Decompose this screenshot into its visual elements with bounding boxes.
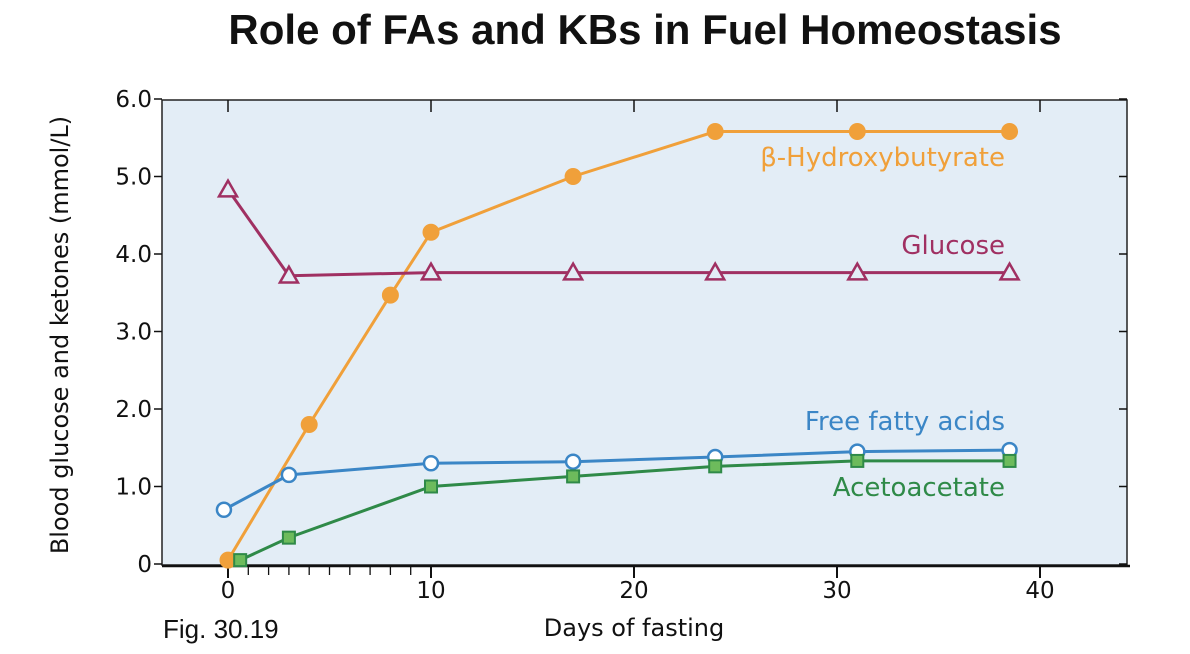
series-label-glucose: Glucose (901, 231, 1005, 261)
x-tick-label: 10 (416, 578, 445, 604)
data-point-acetoacetate (566, 469, 581, 484)
series-layer (215, 123, 1021, 569)
y-tick-label: 6.0 (115, 87, 152, 113)
data-point-glucose (561, 261, 585, 281)
data-point-hydroxybutyrate (848, 123, 866, 141)
plot-area (161, 99, 1128, 566)
data-point-hydroxybutyrate (564, 168, 582, 185)
y-tick-label: 3.0 (115, 320, 152, 346)
y-tick-label: 0 (137, 552, 152, 578)
data-point-free-fatty-acids (564, 453, 582, 470)
series-line-hydroxybutyrate (226, 130, 1010, 561)
data-point-acetoacetate (708, 459, 723, 474)
y-tick-label: 4.0 (115, 242, 152, 268)
data-point-glucose (998, 261, 1021, 281)
data-point-glucose (419, 261, 443, 281)
data-point-glucose (704, 261, 727, 281)
data-point-acetoacetate (424, 479, 438, 494)
axes: 0 1.0 2.0 3.0 4.0 5.0 6.0 0 10 20 30 40 (115, 87, 1130, 604)
x-tick-label: 30 (822, 578, 851, 604)
chart-title: Role of FAs and KBs in Fuel Homeostasis (228, 6, 1062, 53)
series-label-hydroxybutyrate: β-Hydroxybutyrate (760, 143, 1005, 173)
data-point-hydroxybutyrate (1001, 123, 1019, 141)
y-tick-label: 1.0 (115, 475, 152, 501)
series-label-acetoacetate: Acetoacetate (833, 473, 1005, 503)
figure-label: Fig. 30.19 (163, 614, 279, 644)
data-point-acetoacetate (281, 530, 296, 545)
y-axis-title: Blood glucose and ketones (mmol/L) (46, 116, 74, 554)
data-point-acetoacetate (850, 453, 865, 468)
series-glucose (216, 178, 1021, 284)
y-tick-label: 2.0 (115, 397, 152, 423)
y-tick-label: 5.0 (115, 165, 152, 191)
data-point-hydroxybutyrate (381, 286, 399, 304)
x-tick-label: 40 (1025, 578, 1054, 604)
x-tick-label: 0 (221, 578, 236, 604)
series-hydroxybutyrate (219, 123, 1019, 569)
data-point-glucose (277, 264, 301, 284)
series-label-free-fatty-acids: Free fatty acids (805, 407, 1005, 437)
data-point-free-fatty-acids (215, 501, 233, 518)
x-axis-title: Days of fasting (544, 614, 724, 642)
data-point-acetoacetate (1002, 453, 1017, 468)
data-point-glucose (846, 261, 869, 281)
data-point-acetoacetate (233, 553, 248, 568)
series-labels: β-Hydroxybutyrate Glucose Free fatty acids… (760, 143, 1005, 503)
series-acetoacetate (233, 453, 1017, 568)
data-point-free-fatty-acids (280, 466, 298, 484)
data-point-hydroxybutyrate (300, 416, 318, 433)
x-tick-label: 20 (619, 578, 648, 604)
data-point-hydroxybutyrate (422, 223, 440, 241)
data-point-glucose (216, 178, 240, 198)
data-point-hydroxybutyrate (706, 123, 724, 141)
data-point-free-fatty-acids (422, 455, 440, 472)
